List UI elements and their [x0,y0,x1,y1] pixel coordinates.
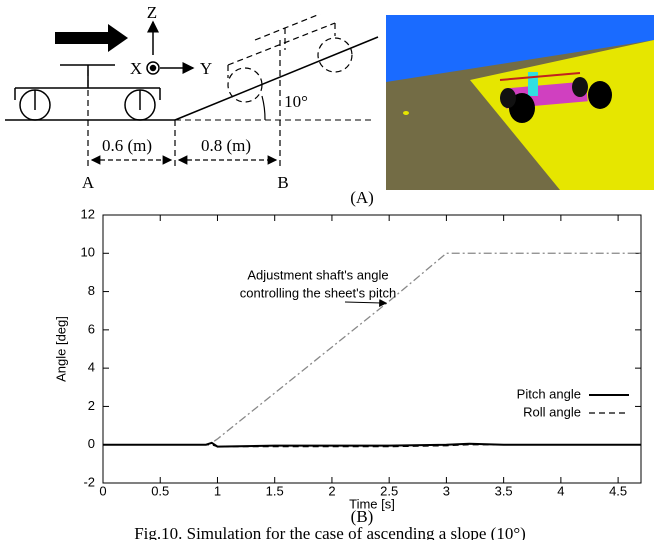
x-tick-label: 0 [99,483,106,498]
z-label: Z [147,3,157,22]
series-line [103,252,641,446]
legend-label: Roll angle [523,404,581,419]
plot-frame [102,214,642,484]
annotation-arrow [344,298,388,307]
chart: -2 0 2 4 6 8 10 12 0 0.5 1 1.5 2 2.5 3 3.5 4 4.5 Time [s] A… [53,206,642,540]
simulation-render [386,15,654,190]
y-tick-label: 8 [88,283,95,298]
panel-label: (B) [351,507,374,526]
annotation: controlling the sheet's pitch [240,285,396,300]
y-tick-label: 4 [88,360,95,375]
series-line [103,441,641,448]
y-tick-label: 0 [88,436,95,451]
caption: Fig.10. Simulation for the case of ascen… [134,524,526,540]
x-tick-label: 4.5 [609,483,627,498]
x-tick-label: 3.5 [495,483,513,498]
x-axis-label: Time [s] [349,496,395,511]
x-tick-label: 2 [328,483,335,498]
y-tick-label: -2 [83,474,95,489]
y-tick-label: 10 [81,245,95,260]
angle-label: 10° [284,92,308,111]
y-label: Y [200,59,212,78]
distance-label: 0.8 (m) [201,136,251,155]
y-tick-label: 6 [88,321,95,336]
y-tick-label: 2 [88,398,95,413]
panel-label: (A) [350,188,374,207]
x-tick-label: 3 [443,483,450,498]
x-label: X [130,59,142,78]
x-tick-label: 0.5 [151,483,169,498]
distance-label: 0.6 (m) [102,136,152,155]
y-tick-label: 12 [81,206,95,221]
diagram [5,13,379,168]
legend-label: Pitch angle [517,386,581,401]
x-tick-label: 4 [557,483,564,498]
x-tick-label: 1 [214,483,221,498]
annotation: Adjustment shaft's angle [247,267,388,282]
y-axis-label: Angle [deg] [53,316,68,382]
x-tick-label: 2.5 [380,483,398,498]
x-tick-label: 1.5 [266,483,284,498]
point-label: A [82,173,95,192]
point-label: B [277,173,288,192]
